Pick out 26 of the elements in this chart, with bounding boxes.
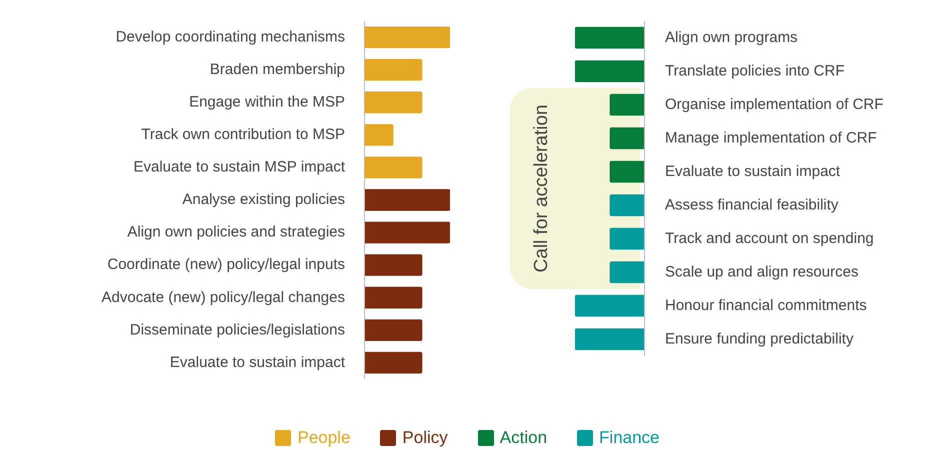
- y-tick-label: Manage implementation of CRF: [665, 129, 877, 146]
- y-tick-label: Assess financial feasibility: [665, 196, 839, 214]
- y-tick-label: Translate policies into CRF: [665, 62, 845, 80]
- legend-label: Action: [500, 427, 548, 448]
- y-tick-label: Scale up and align resources: [665, 263, 858, 280]
- legend-label: Policy: [402, 427, 448, 448]
- y-tick-label: Ensure funding predictability: [665, 330, 854, 348]
- y-tick-label: Engage within the MSP: [189, 94, 345, 111]
- y-tick-label: Evaluate to sustain impact: [170, 354, 346, 371]
- legend-label: Finance: [599, 427, 660, 448]
- y-tick-label: Track and account on spending: [665, 230, 874, 247]
- y-tick-label: Align own policies and strategies: [127, 224, 345, 241]
- y-tick-label: Track own contribution to MSP: [141, 126, 345, 144]
- y-tick-label: Analyse existing policies: [182, 191, 345, 208]
- y-tick-label: Coordinate (new) policy/legal inputs: [107, 256, 345, 274]
- y-tick-label: Disseminate policies/legislations: [130, 321, 345, 338]
- y-tick-label: Organise implementation of CRF: [665, 96, 884, 113]
- band-label: Call for acceleration: [531, 104, 552, 272]
- y-tick-label: Evaluate to sustain impact: [665, 162, 841, 180]
- y-tick-label: Align own programs: [665, 28, 798, 46]
- legend-label: People: [297, 427, 350, 448]
- y-tick-label: Advocate (new) policy/legal changes: [102, 288, 345, 306]
- y-tick-label: Braden membership: [210, 60, 345, 78]
- y-tick-label: Evaluate to sustain MSP impact: [134, 158, 346, 176]
- y-tick-label: Develop coordinating mechanisms: [116, 28, 345, 46]
- y-tick-label: Honour financial commitments: [665, 296, 867, 314]
